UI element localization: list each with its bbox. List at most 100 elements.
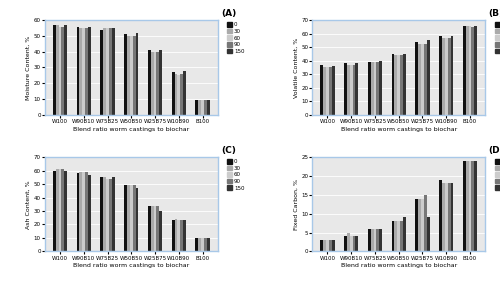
Bar [103,177,106,251]
Legend: 0, 30, 60, 90, 150: 0, 30, 60, 90, 150 [494,22,500,54]
Bar [109,28,112,115]
Bar [400,221,403,251]
Bar [424,195,427,251]
Bar [448,184,450,251]
Bar [368,229,370,251]
Bar [403,54,406,115]
Bar [180,74,183,115]
Bar [442,38,445,115]
Bar [379,229,382,251]
Bar [472,161,474,251]
Bar [332,240,334,251]
Bar [183,221,186,251]
Bar [416,199,418,251]
Bar [160,211,162,251]
Bar [130,185,132,251]
Bar [136,188,138,251]
Bar [112,28,114,115]
Bar [320,65,323,115]
Bar [392,54,394,115]
Bar [450,36,454,115]
Bar [394,221,398,251]
Y-axis label: Ash Content, %: Ash Content, % [26,180,31,229]
Bar [450,184,454,251]
Bar [424,45,427,115]
Bar [62,169,64,251]
Bar [124,34,127,115]
Bar [468,26,471,115]
Bar [106,28,109,115]
Bar [323,240,326,251]
Bar [103,28,106,115]
Bar [468,161,471,251]
Bar [178,221,180,251]
Bar [370,229,374,251]
Bar [427,217,430,251]
Bar [403,217,406,251]
Bar [394,55,398,115]
Bar [416,42,418,115]
Bar [201,238,204,251]
Bar [466,161,468,251]
Bar [180,221,183,251]
Bar [198,101,201,115]
Bar [204,238,207,251]
Bar [151,205,154,251]
Bar [172,72,174,115]
Bar [109,179,112,251]
Bar [474,26,477,115]
Bar [374,229,376,251]
Bar [207,238,210,251]
Bar [370,62,374,115]
Bar [183,71,186,115]
Bar [439,180,442,251]
Bar [344,63,347,115]
Bar [323,67,326,115]
Bar [207,101,210,115]
Y-axis label: Moisture Content, %: Moisture Content, % [26,35,31,99]
Legend: 0, 30, 60, 90, 150: 0, 30, 60, 90, 150 [494,159,500,190]
Text: (D): (D) [488,146,500,155]
Bar [376,62,379,115]
Bar [421,45,424,115]
Bar [368,62,370,115]
Bar [148,205,151,251]
Bar [350,236,352,251]
Bar [156,205,160,251]
Bar [130,36,132,115]
Bar [53,25,56,115]
Bar [172,221,174,251]
Bar [80,28,82,115]
X-axis label: Blend ratio worm castings to biochar: Blend ratio worm castings to biochar [340,127,457,131]
X-axis label: Blend ratio worm castings to biochar: Blend ratio worm castings to biochar [73,263,190,268]
Bar [418,45,421,115]
Bar [112,177,114,251]
Bar [427,40,430,115]
Bar [58,27,61,115]
Bar [374,62,376,115]
Bar [198,238,201,251]
Bar [85,172,88,251]
Bar [80,172,82,251]
Bar [151,52,154,115]
Bar [132,36,136,115]
Bar [85,28,88,115]
Bar [439,36,442,115]
Bar [174,74,178,115]
Bar [445,184,448,251]
Y-axis label: Volatile Content, %: Volatile Content, % [294,37,298,98]
Bar [352,65,356,115]
Bar [445,38,448,115]
Bar [347,65,350,115]
Bar [106,179,109,251]
Bar [347,233,350,251]
Bar [64,171,67,251]
Bar [463,161,466,251]
Bar [56,169,58,251]
Bar [379,61,382,115]
Text: (B): (B) [488,9,500,18]
Bar [448,38,450,115]
Bar [421,199,424,251]
Bar [196,101,198,115]
Bar [352,236,356,251]
